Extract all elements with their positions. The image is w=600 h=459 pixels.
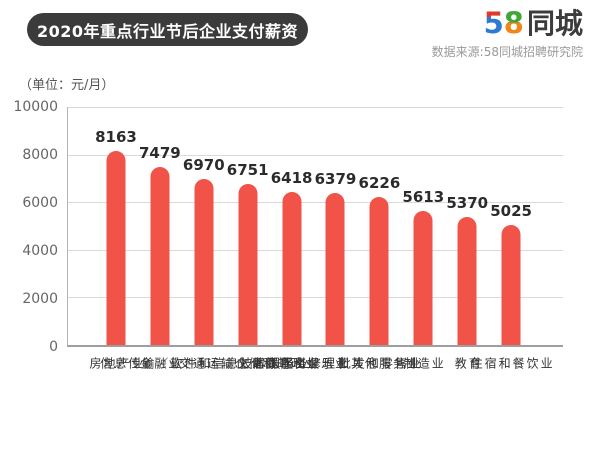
x-category-label: 住宿和餐饮业 bbox=[469, 357, 554, 370]
x-category-label: 交通运输 仓储和邮政业 bbox=[177, 357, 318, 370]
value-label: 6226 bbox=[358, 173, 401, 192]
bar-信息传输／软件和信息技术服务业 bbox=[194, 179, 214, 345]
x-category-label: 房地产业 bbox=[87, 357, 144, 370]
title-pill: 2020年重点行业节后企业支付薪资 bbox=[27, 13, 308, 46]
x-category-label: 居民服务 修理和其他服务业 bbox=[251, 357, 420, 370]
y-tick-label-8000: 8000 bbox=[22, 147, 58, 163]
gridline-6000 bbox=[68, 202, 563, 204]
bar-住宿和餐饮业 bbox=[501, 225, 521, 345]
x-category-label: 教育 bbox=[453, 357, 482, 370]
data-source-label: 数据来源:58同城招聘研究院 bbox=[431, 45, 583, 59]
bar-slot: 5025 住宿和餐饮业 bbox=[469, 107, 553, 370]
y-tick-label-0: 0 bbox=[49, 339, 58, 355]
value-label: 6970 bbox=[182, 156, 225, 175]
bar-房地产业 bbox=[106, 150, 126, 345]
bar-金融业 bbox=[150, 167, 170, 345]
bar-文化体育和娱乐业 bbox=[282, 192, 302, 345]
bar-交通运输仓储和邮政业 bbox=[238, 184, 258, 345]
bar-slot: 6226 批发和零售业 bbox=[337, 107, 421, 370]
bar-slot: 6418 文化 体育和娱乐业 bbox=[236, 107, 348, 370]
bar-slot: 8163 房地产业 bbox=[88, 107, 144, 370]
bar-居民服务修理和其他服务业 bbox=[325, 193, 345, 345]
value-label: 6379 bbox=[314, 170, 357, 189]
gridline-8000 bbox=[68, 154, 563, 156]
bar-slot: 5613 制造业 bbox=[401, 107, 445, 370]
bar-slot: 6379 居民服务 修理和其他服务业 bbox=[251, 107, 419, 370]
value-label: 5025 bbox=[490, 202, 532, 221]
gridline-2000 bbox=[68, 297, 563, 299]
bar-chart-plot-area: 8163 房地产业 7479 金融业 6970 信息传输／软件 和信息技术服务业 6751 交… bbox=[67, 107, 563, 370]
y-tick-label-4000: 4000 bbox=[22, 243, 58, 259]
x-category-label: 文化 体育和娱乐业 bbox=[235, 357, 348, 370]
gridline-10000 bbox=[68, 107, 563, 108]
y-axis: 10000 8000 6000 4000 2000 0 bbox=[0, 99, 58, 355]
value-label: 5370 bbox=[446, 194, 489, 213]
brand-block: 58 同城 数据来源:58同城招聘研究院 bbox=[432, 7, 583, 60]
unit-label: （单位：元/月） bbox=[19, 78, 115, 93]
value-label: 5613 bbox=[402, 188, 445, 207]
x-category-label: 批发和零售业 bbox=[337, 357, 422, 370]
bar-批发和零售业 bbox=[369, 196, 389, 345]
bar-教育 bbox=[457, 217, 477, 345]
bar-slot: 6751 交通运输 仓储和邮政业 bbox=[178, 107, 318, 370]
y-tick-label-2000: 2000 bbox=[22, 291, 58, 307]
bar-slot: 5370 教育 bbox=[445, 107, 489, 370]
y-tick-label-6000: 6000 bbox=[22, 195, 58, 211]
bar-slot: 6970 信息传输／软件 和信息技术服务业 bbox=[99, 107, 309, 370]
gridline-4000 bbox=[68, 249, 563, 251]
bars-row: 8163 房地产业 7479 金融业 6970 信息传输／软件 和信息技术服务业 6751 交… bbox=[88, 107, 553, 370]
value-label: 6418 bbox=[270, 169, 313, 188]
value-label: 7479 bbox=[138, 144, 181, 162]
logo-digit-8: 8 bbox=[503, 6, 524, 40]
y-tick-label-10000: 10000 bbox=[13, 99, 58, 115]
logo-digit-5: 5 bbox=[483, 6, 504, 40]
logo-58tongcheng: 58 同城 bbox=[432, 7, 583, 40]
x-category-label: 信息传输／软件 和信息技术服务业 bbox=[98, 357, 309, 370]
value-label: 8163 bbox=[95, 127, 137, 146]
value-label: 6751 bbox=[226, 161, 269, 180]
page-title: 2020年重点行业节后企业支付薪资 bbox=[36, 21, 299, 41]
bar-slot: 7479 金融业 bbox=[138, 107, 182, 370]
x-category-label: 制造业 bbox=[402, 357, 445, 370]
bar-制造业 bbox=[413, 211, 433, 345]
x-category-label: 金融业 bbox=[138, 357, 181, 370]
logo-suffix: 同城 bbox=[526, 7, 583, 40]
